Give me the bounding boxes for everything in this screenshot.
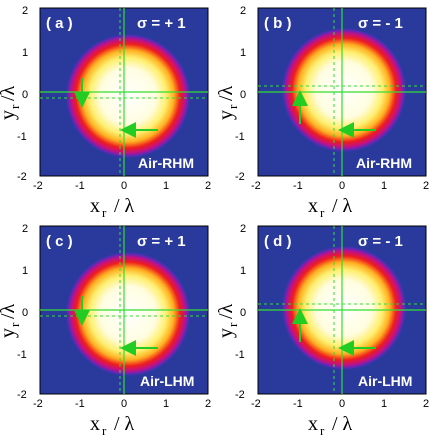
x-tick: 1 — [381, 398, 387, 410]
beam-spot — [282, 246, 406, 370]
y-axis-sub: r — [225, 322, 240, 327]
y-axis-main: y — [215, 328, 237, 338]
x-axis-sub: r — [102, 423, 107, 436]
medium-label: Air-RHM — [356, 155, 412, 171]
x-tick: 0 — [121, 398, 127, 410]
y-axis-tail: /λ — [215, 85, 237, 101]
y-tick: -1 — [235, 349, 245, 361]
panel-c: ( c ) σ = + 1 Air-LHM — [39, 225, 209, 395]
y-axis-sub: r — [7, 104, 22, 109]
y-tick: -1 — [17, 349, 27, 361]
x-ticks: -2 -1 0 1 2 -2 -1 0 1 2 -2 -1 0 1 2 -2 -… — [33, 180, 429, 410]
medium-label: Air-LHM — [358, 373, 412, 389]
x-tick: 1 — [381, 180, 387, 192]
x-tick: -2 — [251, 180, 261, 192]
x-axis-title-b: x r / λ — [308, 195, 353, 220]
y-tick: 0 — [22, 89, 28, 101]
y-tick: -2 — [235, 171, 245, 183]
x-axis-sub: r — [320, 423, 325, 436]
y-axis-main: y — [215, 110, 237, 120]
y-tick: -2 — [17, 171, 27, 183]
x-axis-main: x — [90, 195, 100, 217]
x-axis-title-c: x r / λ — [90, 413, 135, 436]
sigma-label: σ = + 1 — [137, 15, 186, 32]
x-axis-tail: / λ — [114, 195, 135, 217]
x-tick: -1 — [293, 398, 303, 410]
y-tick: 1 — [22, 265, 28, 277]
y-tick: 2 — [22, 5, 28, 17]
sigma-label: σ = + 1 — [137, 233, 186, 250]
x-tick: 0 — [339, 398, 345, 410]
x-tick: -2 — [33, 180, 43, 192]
sigma-label: σ = - 1 — [358, 15, 403, 32]
x-axis-title-d: x r / λ — [308, 413, 353, 436]
sigma-label: σ = - 1 — [358, 233, 403, 250]
y-axis-sub: r — [225, 104, 240, 109]
x-tick: -2 — [33, 398, 43, 410]
panel-a: ( a ) σ = + 1 Air-RHM — [39, 7, 209, 177]
x-axis-tail: / λ — [332, 195, 353, 217]
y-axis-main: y — [0, 110, 19, 120]
x-tick: 0 — [339, 180, 345, 192]
beam-spot — [66, 34, 190, 158]
y-tick: -2 — [17, 389, 27, 401]
panel-tag: ( b ) — [264, 15, 292, 32]
y-tick: 1 — [240, 265, 246, 277]
y-tick: -2 — [235, 389, 245, 401]
y-tick: 1 — [22, 47, 28, 59]
y-tick: 2 — [240, 223, 246, 235]
x-axis-main: x — [308, 195, 318, 217]
x-tick: 2 — [205, 180, 211, 192]
beam-spot — [282, 28, 406, 152]
y-ticks-left: 2 1 0 -1 -2 2 1 0 -1 -2 — [17, 5, 28, 401]
panel-tag: ( c ) — [46, 233, 73, 250]
x-tick: 1 — [163, 180, 169, 192]
x-axis-tail: / λ — [114, 413, 135, 435]
x-tick: 2 — [423, 398, 429, 410]
y-axis-main: y — [0, 328, 19, 338]
y-axis-tail: /λ — [0, 303, 19, 319]
y-tick: 0 — [240, 307, 246, 319]
y-tick: 1 — [240, 47, 246, 59]
y-axis-title-c: y r /λ — [0, 303, 22, 338]
panel-b: ( b ) σ = - 1 Air-RHM — [257, 7, 427, 177]
medium-label: Air-LHM — [140, 373, 194, 389]
y-tick: 0 — [240, 89, 246, 101]
y-axis-sub: r — [7, 322, 22, 327]
x-axis-sub: r — [320, 205, 325, 220]
x-tick: -1 — [293, 180, 303, 192]
x-tick: 1 — [163, 398, 169, 410]
panel-tag: ( d ) — [264, 233, 292, 250]
y-tick: -1 — [17, 131, 27, 143]
x-tick: -1 — [75, 180, 85, 192]
panel-d: ( d ) σ = - 1 Air-LHM — [257, 225, 427, 395]
x-axis-title-a: x r / λ — [90, 195, 135, 220]
y-tick: 2 — [22, 223, 28, 235]
y-axis-tail: /λ — [0, 85, 19, 101]
y-axis-tail: /λ — [215, 303, 237, 319]
x-axis-main: x — [308, 413, 318, 435]
medium-label: Air-RHM — [138, 155, 194, 171]
x-axis-sub: r — [102, 205, 107, 220]
x-axis-tail: / λ — [332, 413, 353, 435]
y-axis-title-d: y r /λ — [215, 303, 240, 338]
y-tick: 2 — [240, 5, 246, 17]
y-tick: 0 — [22, 307, 28, 319]
x-tick: 2 — [423, 180, 429, 192]
x-axis-main: x — [90, 413, 100, 435]
y-ticks-right: 2 1 0 -1 -2 2 1 0 -1 -2 — [235, 5, 246, 401]
x-tick: 2 — [205, 398, 211, 410]
beam-spot — [66, 252, 190, 376]
x-tick: -2 — [251, 398, 261, 410]
y-axis-title-b: y r /λ — [215, 85, 240, 120]
panel-tag: ( a ) — [46, 15, 73, 32]
y-axis-title-a: y r /λ — [0, 85, 22, 120]
x-tick: -1 — [75, 398, 85, 410]
y-tick: -1 — [235, 131, 245, 143]
x-tick: 0 — [121, 180, 127, 192]
